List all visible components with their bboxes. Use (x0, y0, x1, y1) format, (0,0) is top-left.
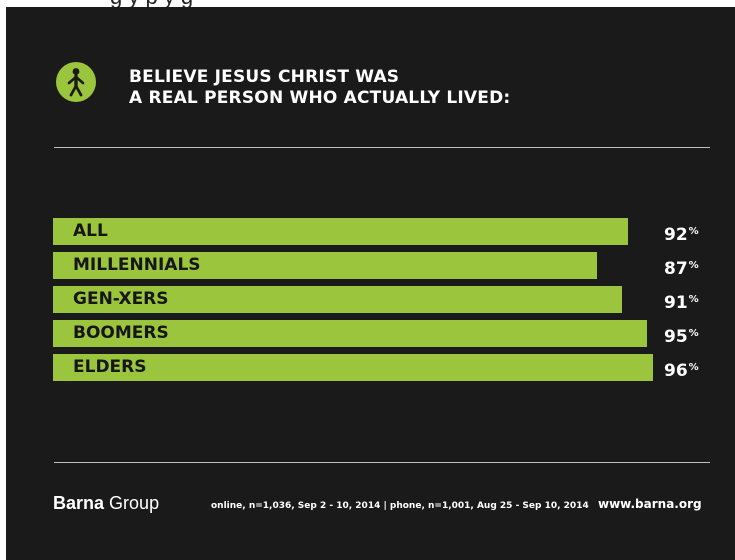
infographic-card: BELIEVE JESUS CHRIST WAS A REAL PERSON W… (6, 7, 735, 560)
percent-sign: % (688, 328, 699, 339)
bar-label: ALL (73, 221, 108, 241)
percent-sign: % (688, 260, 699, 271)
bar-elders (53, 354, 653, 381)
bar-label: MILLENNIALS (73, 255, 201, 275)
bar-value: 87% (664, 259, 699, 279)
chart-title: BELIEVE JESUS CHRIST WAS A REAL PERSON W… (129, 67, 510, 109)
bar-value: 96% (664, 361, 699, 381)
brand-logo: Barna Group (53, 493, 159, 514)
bar-chart: ALL 92% MILLENNIALS 87% GEN-XERS 91% BOOMERS 95… (6, 7, 735, 560)
website-link[interactable]: www.barna.org (598, 497, 702, 511)
percent-sign: % (688, 362, 699, 373)
brand-bold: Barna (53, 493, 105, 513)
top-divider (54, 147, 710, 148)
bar-label: BOOMERS (73, 323, 169, 343)
cropped-header-text: g y p y g (0, 0, 735, 8)
bar-millennials (53, 252, 597, 279)
bar-value: 91% (664, 293, 699, 313)
bar-boomers (53, 320, 647, 347)
title-line-2: A REAL PERSON WHO ACTUALLY LIVED: (129, 88, 511, 108)
cropped-header-line: g y p y g (110, 0, 193, 8)
bar-all (53, 218, 628, 245)
bar-gen-xers (53, 286, 622, 313)
person-icon (56, 62, 96, 102)
source-note: online, n=1,036, Sep 2 - 10, 2014 | phon… (211, 501, 589, 511)
bar-value: 95% (664, 327, 699, 347)
bar-value: 92% (664, 225, 699, 245)
bar-label: GEN-XERS (73, 289, 169, 309)
bar-label: ELDERS (73, 357, 147, 377)
percent-sign: % (688, 226, 699, 237)
title-line-1: BELIEVE JESUS CHRIST WAS (129, 67, 400, 87)
percent-sign: % (688, 294, 699, 305)
bottom-divider (54, 462, 710, 463)
brand-light: Group (109, 493, 160, 513)
